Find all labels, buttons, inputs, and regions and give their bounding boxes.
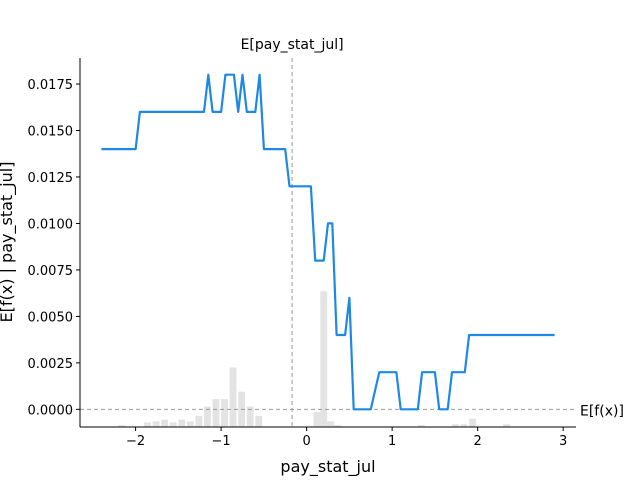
y-tick-label: 0.0175 (28, 78, 74, 93)
x-tick-label: −2 (126, 434, 145, 449)
y-axis-label: E[f(x) | pay_stat_jul] (0, 162, 17, 323)
y-tick-label: 0.0150 (28, 124, 74, 139)
y-tick-label: 0.0050 (28, 310, 74, 325)
x-tick-label: 1 (388, 434, 396, 449)
histogram-bar (229, 367, 237, 427)
histogram-bar (460, 424, 468, 427)
histogram-bar (469, 418, 476, 427)
x-tick-label: 3 (559, 434, 567, 449)
y-tick-label: 0.0075 (28, 264, 74, 279)
histogram-bar (320, 291, 328, 427)
ticks: −2 −1 0 1 2 3 0.0000 0.0025 0.0050 0.0075 0.0100 0.… (28, 78, 568, 449)
y-tick-label: 0.0025 (28, 357, 74, 372)
histogram-bar (212, 399, 220, 427)
series-line (101, 73, 555, 411)
histogram-bar (333, 425, 341, 427)
histogram-bar (195, 415, 203, 427)
y-tick-label: 0.0125 (28, 171, 74, 186)
y-tick-label: 0.0000 (28, 403, 74, 418)
histogram-bar (186, 421, 194, 427)
histogram-bar (503, 424, 511, 427)
series-layer (101, 73, 555, 411)
histogram-bar (204, 406, 211, 427)
histogram-bar (169, 422, 177, 427)
histogram-bar (417, 425, 425, 427)
histogram-bar (178, 419, 186, 427)
histogram-bar (313, 412, 321, 427)
histogram-bar (221, 399, 228, 427)
histogram-bar (255, 415, 263, 427)
x-tick-label: 0 (302, 434, 310, 449)
histogram-bar (452, 424, 459, 427)
expected-x-label: E[pay_stat_jul] (241, 37, 344, 53)
x-tick-label: 2 (474, 434, 482, 449)
histogram-bar (144, 422, 151, 427)
x-axis-label: pay_stat_jul (280, 457, 375, 477)
histogram-bar (118, 425, 126, 427)
histogram (118, 291, 511, 427)
histogram-bar (152, 421, 160, 427)
y-tick-label: 0.0100 (28, 217, 74, 232)
expected-fx-label: E[f(x)] (580, 403, 624, 419)
histogram-bar (246, 406, 254, 427)
histogram-bar (327, 421, 334, 427)
x-tick-label: −1 (212, 434, 231, 449)
histogram-bar (161, 419, 169, 427)
reference-lines (80, 58, 576, 427)
axes (79, 58, 576, 428)
